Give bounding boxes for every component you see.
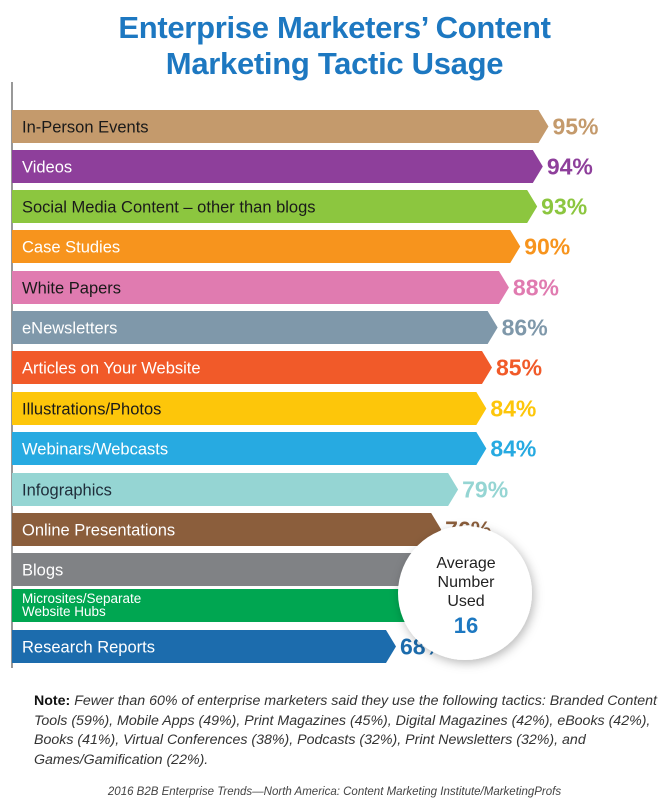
- bar-chart: In-Person Events 95% Videos 94% Social Media…: [11, 82, 599, 668]
- value-label-8: 84%: [490, 436, 536, 462]
- category-label-8: Webinars/Webcasts: [22, 441, 168, 459]
- bar-13: [12, 630, 396, 663]
- bar-1: [12, 150, 543, 183]
- category-label-13: Research Reports: [22, 639, 155, 657]
- bar-12: [12, 589, 419, 622]
- bar-3: [12, 230, 521, 263]
- bar-5: [12, 311, 498, 344]
- footnote-text: Fewer than 60% of enterprise marketers s…: [34, 693, 658, 768]
- chart-title: Enterprise Marketers’ Content Marketing …: [0, 10, 669, 82]
- chart-title-line-2: Marketing Tactic Usage: [165, 46, 504, 81]
- average-callout-circle: [398, 526, 532, 660]
- value-label-9: 79%: [462, 477, 508, 503]
- bar-8: [12, 432, 487, 465]
- category-label-9: Infographics: [22, 482, 112, 500]
- value-label-5: 86%: [502, 315, 548, 341]
- category-label-2: Social Media Content – other than blogs: [22, 199, 316, 217]
- callout-line-1: Average: [436, 555, 495, 572]
- category-label-4: White Papers: [22, 280, 121, 298]
- callout-line-2: Number: [438, 574, 496, 591]
- category-label-12-line-0: Microsites/Separate: [22, 591, 141, 606]
- category-label-12: Microsites/Separate Website Hubs: [22, 591, 141, 619]
- category-label-7: Illustrations/Photos: [22, 401, 161, 419]
- bar-11: [12, 553, 430, 586]
- category-label-5: eNewsletters: [22, 320, 117, 338]
- category-label-6: Articles on Your Website: [22, 360, 201, 378]
- average-callout: Average Number Used 16: [398, 526, 532, 660]
- footnote-label: Note:: [34, 693, 71, 709]
- value-label-0: 95%: [552, 114, 598, 140]
- callout-value: 16: [454, 613, 478, 638]
- source-credit: 2016 B2B Enterprise Trends—North America…: [107, 786, 562, 798]
- category-label-11: Blogs: [22, 562, 63, 580]
- category-label-12-line-1: Website Hubs: [22, 604, 106, 619]
- bar-10: [12, 513, 442, 546]
- value-label-2: 93%: [541, 194, 587, 220]
- value-label-7: 84%: [490, 396, 536, 422]
- bar-0: [12, 110, 549, 143]
- bar-6: [12, 351, 492, 384]
- category-label-1: Videos: [22, 159, 72, 177]
- value-label-4: 88%: [513, 275, 559, 301]
- category-label-0: In-Person Events: [22, 119, 149, 137]
- footnote: Note: Fewer than 60% of enterprise marke…: [34, 692, 664, 770]
- bar-2: [12, 190, 538, 223]
- chart-title-line-1: Enterprise Marketers’ Content: [118, 10, 551, 45]
- category-label-10: Online Presentations: [22, 522, 175, 540]
- bars-group: In-Person Events 95% Videos 94% Social Media…: [12, 110, 599, 663]
- category-label-3: Case Studies: [22, 239, 120, 257]
- bar-4: [12, 271, 509, 304]
- value-label-6: 85%: [496, 355, 542, 381]
- callout-line-3: Used: [447, 593, 484, 610]
- value-label-1: 94%: [547, 154, 593, 180]
- bar-9: [12, 473, 459, 506]
- bar-7: [12, 392, 487, 425]
- value-label-3: 90%: [524, 234, 570, 260]
